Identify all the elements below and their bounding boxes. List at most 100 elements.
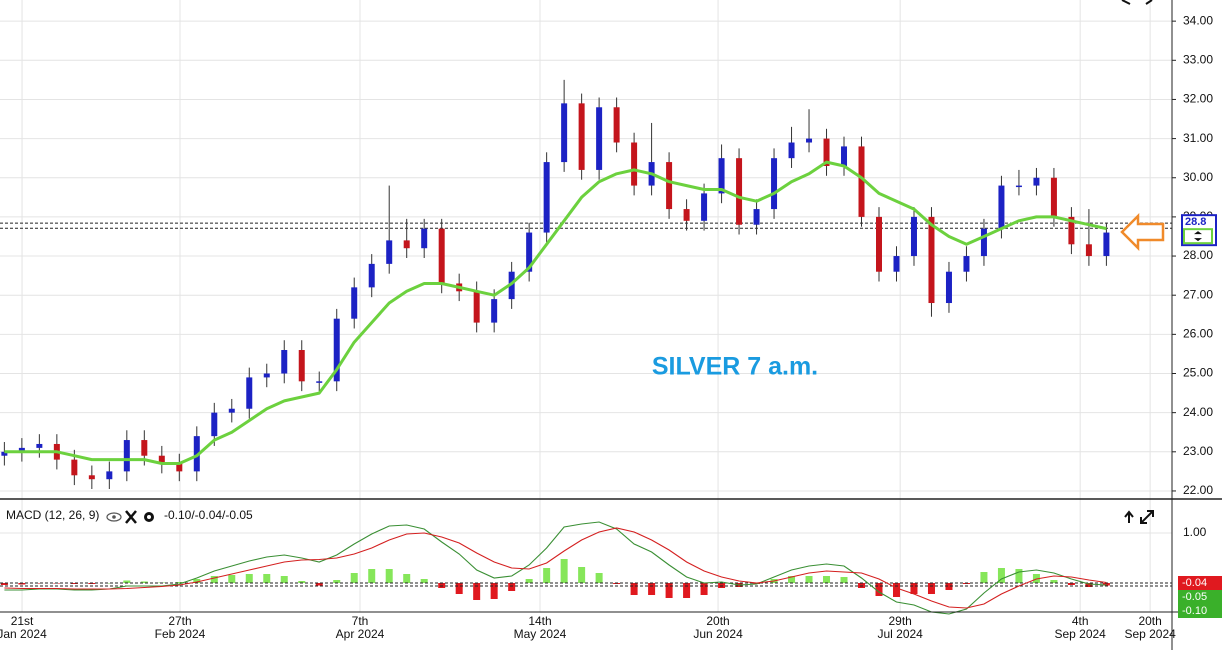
macd-histogram-bar bbox=[1050, 580, 1058, 583]
macd-histogram-bar bbox=[910, 583, 918, 594]
x-tick-label: Jun 2024 bbox=[693, 627, 743, 641]
macd-histogram-bar bbox=[263, 574, 271, 583]
macd-histogram-bar bbox=[997, 568, 1005, 583]
price-tag-icon bbox=[1194, 231, 1202, 242]
x-tick-day: 21st bbox=[11, 614, 34, 628]
grid-layer bbox=[0, 0, 1172, 612]
macd-histogram-bar bbox=[245, 574, 253, 583]
macd-histogram-bar bbox=[1102, 583, 1110, 586]
macd-histogram-bar bbox=[560, 559, 568, 583]
y-tick-label: 23.00 bbox=[1183, 444, 1213, 458]
y-tick-label: 26.00 bbox=[1183, 327, 1213, 341]
candle-body bbox=[631, 142, 638, 186]
candle-body bbox=[1103, 232, 1110, 257]
candle-body bbox=[1068, 216, 1075, 245]
price-tag: 28.8 bbox=[1185, 216, 1206, 228]
candle-body bbox=[508, 271, 515, 300]
candle-body bbox=[1, 451, 8, 456]
candle-body bbox=[36, 443, 43, 448]
candle-body bbox=[228, 408, 235, 413]
macd-histogram-bar bbox=[420, 579, 428, 583]
macd-histogram-bar bbox=[228, 575, 236, 583]
candle-body bbox=[980, 228, 987, 257]
macd-histogram-bar bbox=[543, 568, 551, 583]
candle-body bbox=[211, 412, 218, 437]
x-tick-day: 14th bbox=[528, 614, 551, 628]
macd-histogram-bar bbox=[175, 582, 183, 583]
y-tick-label: 25.00 bbox=[1183, 366, 1213, 380]
candle-body bbox=[736, 158, 743, 225]
y-tick-label: 27.00 bbox=[1183, 287, 1213, 301]
macd-histogram-bar bbox=[105, 583, 113, 584]
macd-histogram-bar bbox=[1015, 569, 1023, 583]
macd-histogram-bar bbox=[927, 583, 935, 594]
candle-body bbox=[1050, 177, 1057, 217]
macd-histogram-bar bbox=[70, 583, 78, 584]
candle-body bbox=[1085, 244, 1092, 257]
moving-average-line bbox=[4, 160, 1107, 465]
y-tick-label: 30.00 bbox=[1183, 170, 1213, 184]
y-tick-label: 32.00 bbox=[1183, 92, 1213, 106]
macd-histogram-bar bbox=[123, 580, 131, 583]
candle-body bbox=[613, 107, 620, 143]
x-tick-label: Sep 2024 bbox=[1124, 627, 1176, 641]
indicator-icons bbox=[106, 510, 154, 524]
candle-body bbox=[858, 146, 865, 217]
candle-body bbox=[316, 381, 323, 383]
macd-readout: -0.10/-0.04/-0.05 bbox=[164, 508, 253, 522]
candle-body bbox=[246, 377, 253, 409]
expand-icon-top[interactable] bbox=[1121, 0, 1153, 5]
macd-tag-box bbox=[1178, 590, 1222, 604]
candle-body bbox=[71, 459, 78, 476]
candle-body bbox=[823, 138, 830, 166]
candle-body bbox=[753, 209, 760, 225]
eye-pupil bbox=[112, 515, 116, 519]
candle-body bbox=[543, 162, 550, 233]
candle-body bbox=[806, 138, 813, 143]
candle-body bbox=[701, 193, 708, 221]
macd-histogram-bar bbox=[508, 583, 516, 591]
candle-body bbox=[403, 240, 410, 249]
macd-histogram-bar bbox=[298, 581, 306, 583]
macd-histogram-bar bbox=[18, 583, 26, 585]
macd-histogram-bar bbox=[945, 583, 953, 590]
annotation: SILVER 7 a.m. bbox=[652, 353, 818, 381]
candle-body bbox=[351, 287, 358, 319]
macd-histogram-bar bbox=[805, 576, 813, 583]
candle-body bbox=[596, 107, 603, 170]
macd-histogram-bar bbox=[578, 567, 586, 583]
macd-tick-label: 1.00 bbox=[1183, 525, 1207, 539]
candle-body bbox=[841, 146, 848, 166]
x-tick-label: Jan 2024 bbox=[0, 627, 47, 641]
macd-histogram-bar bbox=[665, 583, 673, 598]
close-icon[interactable] bbox=[125, 510, 137, 524]
macd-histogram-bar bbox=[1067, 583, 1075, 585]
candle-body bbox=[368, 263, 375, 288]
x-tick-day: 20th bbox=[1138, 614, 1161, 628]
macd-histogram-bar bbox=[403, 574, 411, 583]
macd-histogram-bar bbox=[892, 583, 900, 597]
expand-icon[interactable] bbox=[1140, 510, 1154, 524]
macd-title: MACD (12, 26, 9) bbox=[6, 508, 99, 522]
orange-arrow bbox=[1120, 212, 1165, 252]
x-tick-label: Sep 2024 bbox=[1054, 627, 1106, 641]
candle-body bbox=[333, 318, 340, 382]
candle-body bbox=[526, 232, 533, 272]
candle-body bbox=[263, 373, 270, 378]
x-tick-day: 29th bbox=[888, 614, 911, 628]
macd-tag: -0.04 bbox=[1182, 577, 1207, 589]
candle-body bbox=[438, 228, 445, 284]
marks-layer bbox=[0, 79, 1172, 615]
candle-body bbox=[893, 256, 900, 272]
macd-histogram-bar bbox=[840, 577, 848, 583]
candle-body bbox=[1033, 177, 1040, 186]
macd-tag-box bbox=[1178, 604, 1222, 618]
candle-body bbox=[876, 216, 882, 272]
macd-tag: -0.05 bbox=[1182, 591, 1207, 603]
macd-histogram-bar bbox=[350, 573, 358, 583]
macd-histogram-bar bbox=[0, 583, 8, 585]
macd-histogram-bar bbox=[385, 569, 393, 583]
candle-body bbox=[158, 455, 165, 464]
eye-icon[interactable] bbox=[106, 512, 122, 522]
move-up-icon[interactable] bbox=[1124, 510, 1134, 523]
